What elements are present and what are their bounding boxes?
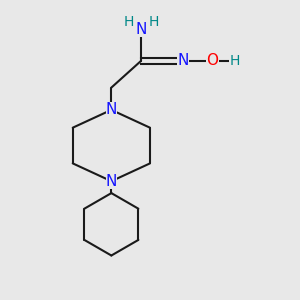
Text: N: N [177, 53, 188, 68]
Text: N: N [106, 102, 117, 117]
Text: H: H [148, 15, 159, 28]
Text: N: N [135, 22, 147, 37]
Text: O: O [206, 53, 218, 68]
Text: N: N [106, 174, 117, 189]
Text: H: H [230, 54, 240, 68]
Text: H: H [123, 15, 134, 28]
